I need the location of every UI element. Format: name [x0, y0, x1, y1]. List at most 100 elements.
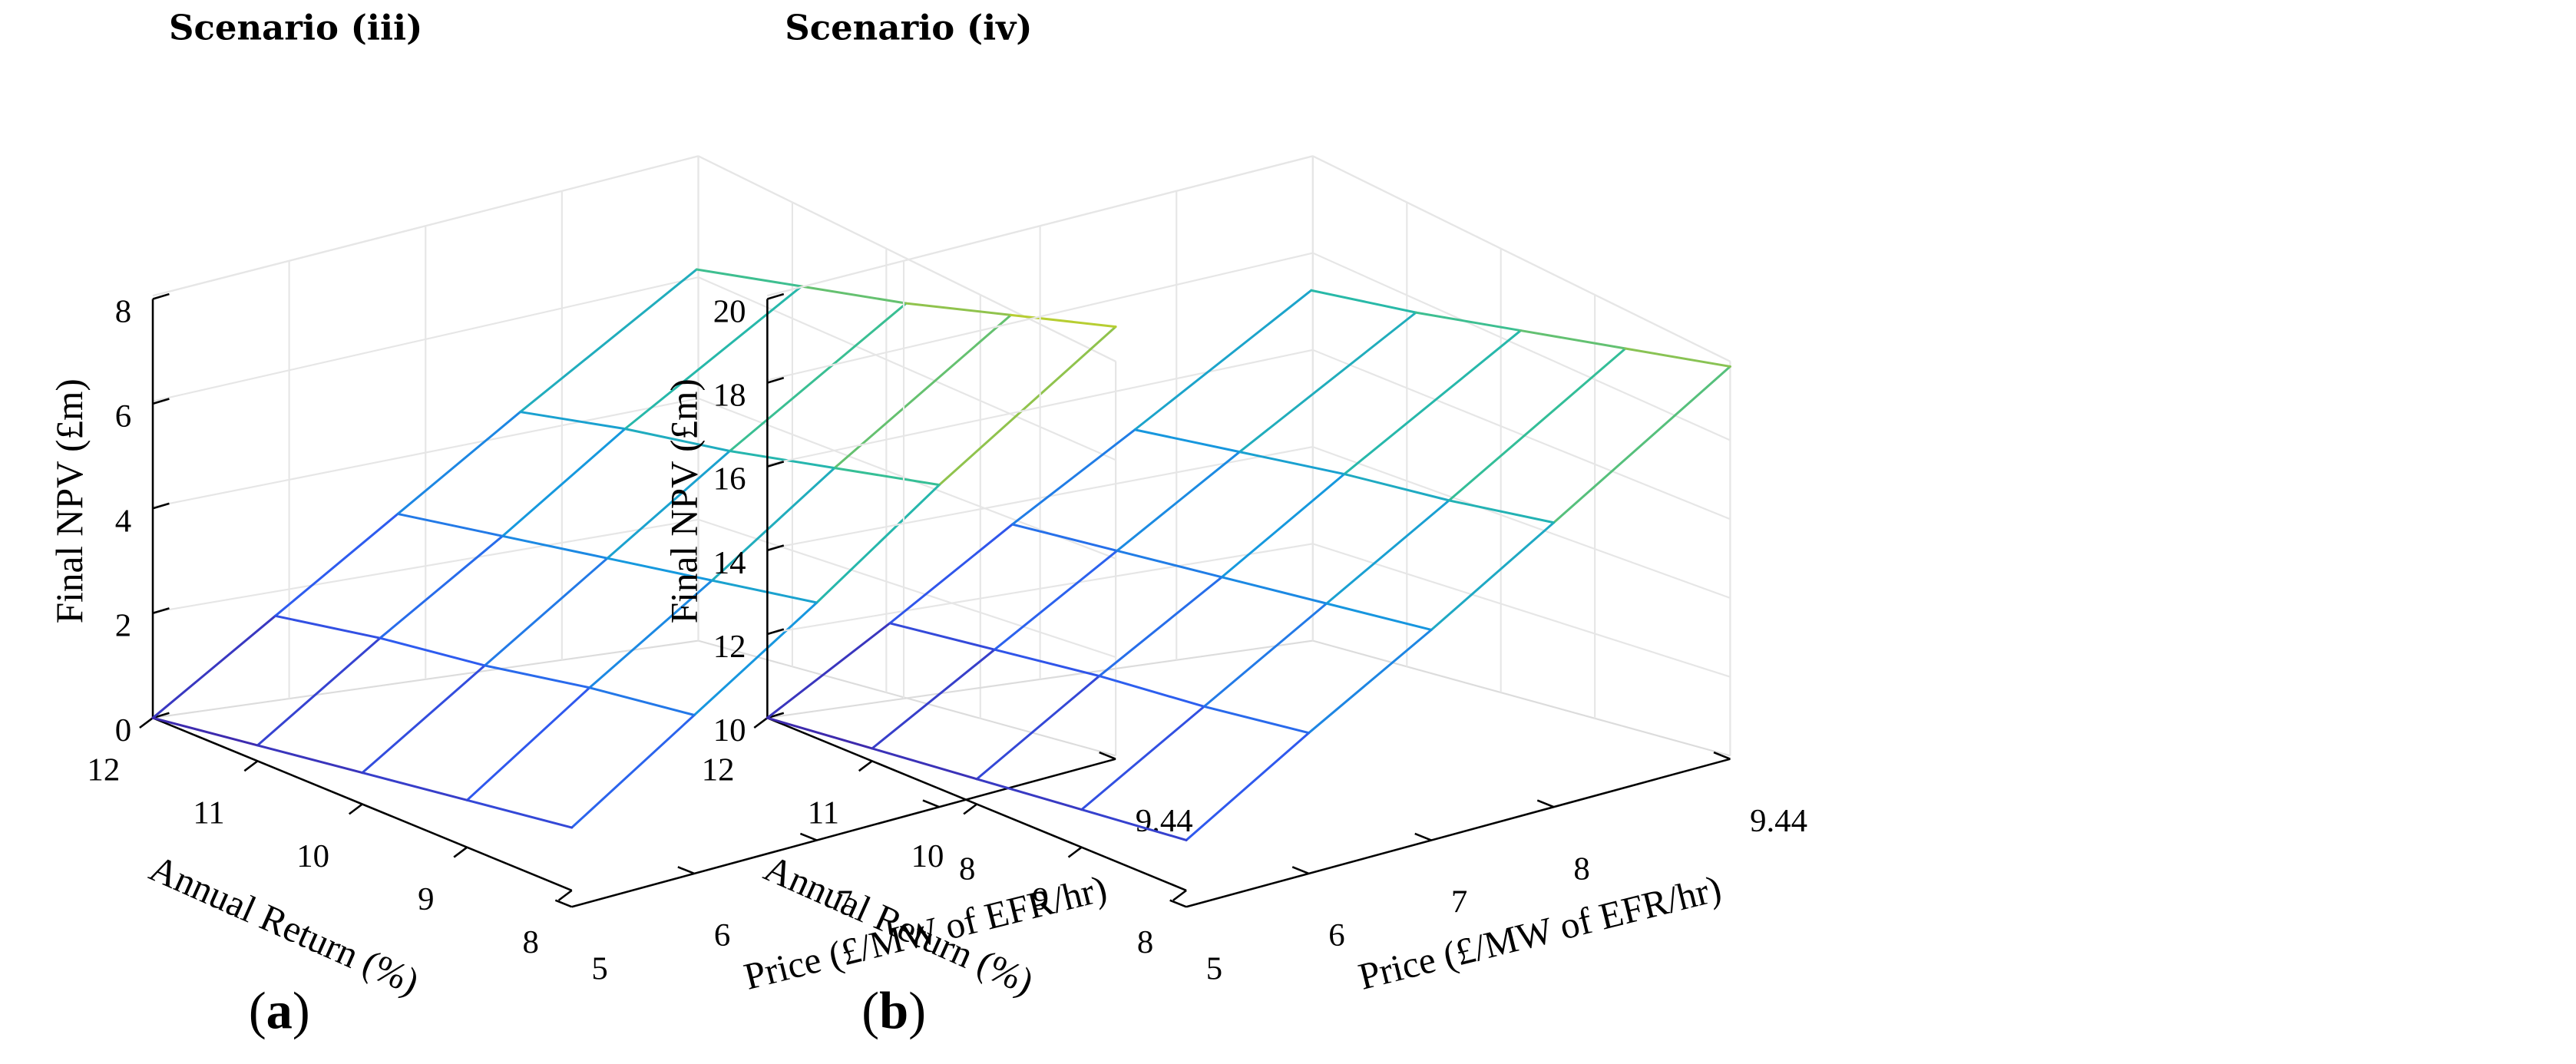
x-tick-mark — [1291, 866, 1310, 875]
y-tick-mark — [557, 889, 573, 901]
mesh-segment — [1238, 451, 1346, 476]
mesh-segment — [1343, 473, 1450, 502]
mesh-segment — [871, 747, 978, 781]
y-tick-mark — [858, 760, 873, 772]
y-tick-label: 12 — [702, 752, 735, 788]
mesh-segment — [151, 614, 277, 719]
mesh-segment — [888, 622, 996, 651]
mesh-segment — [1098, 675, 1205, 708]
box-edge — [1312, 639, 1731, 757]
mesh-segment — [993, 549, 1119, 651]
mesh-segment — [1202, 705, 1311, 735]
y-tick-label: 9 — [1032, 881, 1048, 917]
x-tick-label: 5 — [1206, 950, 1222, 986]
mesh-segment — [570, 714, 696, 829]
mesh-segment — [1220, 576, 1328, 605]
mesh-segment — [396, 512, 504, 537]
chart-title: Scenario (iii) — [169, 7, 422, 48]
mesh-segment — [695, 268, 803, 288]
mesh-segment — [710, 579, 818, 604]
mesh-segment — [800, 285, 908, 305]
z-tick-mark — [152, 607, 170, 614]
gridline-z — [1312, 349, 1731, 520]
z-tick-label: 2 — [115, 608, 131, 644]
mesh-segment — [1308, 628, 1433, 735]
x-tick-label: 6 — [1328, 917, 1344, 953]
mesh-segment — [274, 614, 382, 639]
mesh-segment — [833, 467, 941, 487]
surface-mesh — [151, 268, 1117, 829]
z-tick-label: 12 — [713, 629, 746, 665]
z-tick-mark — [767, 544, 785, 552]
mesh-segment — [815, 484, 941, 604]
mesh-segment — [501, 428, 627, 537]
mesh-segment — [1220, 473, 1346, 579]
mesh-segment — [1080, 705, 1205, 811]
y-tick-label: 10 — [296, 838, 329, 874]
surface-mesh — [766, 289, 1731, 841]
mesh-segment — [1116, 549, 1223, 579]
mesh-segment — [465, 798, 574, 829]
chart-title: Scenario (iv) — [785, 7, 1032, 48]
mesh-segment — [1447, 499, 1556, 524]
gridline-z — [698, 276, 1116, 461]
mesh-segment — [1343, 329, 1523, 476]
z-tick-mark — [152, 292, 170, 300]
mesh-segment — [465, 686, 591, 801]
mesh-segment — [1185, 732, 1311, 841]
mesh-segment — [1414, 311, 1523, 332]
gridline-z — [698, 155, 1116, 362]
x-tick-mark — [677, 866, 695, 875]
x-tick-mark — [1536, 799, 1555, 808]
z-tick-mark — [767, 376, 785, 384]
x-tick-label: 5 — [591, 950, 607, 986]
z-axis-label: Final NPV (£m) — [48, 378, 91, 623]
x-axis — [571, 758, 1116, 908]
y-tick-mark — [753, 717, 769, 729]
mesh-segment — [1010, 313, 1117, 329]
mesh-segment — [361, 772, 468, 801]
y-axis-label: Annual Return (%) — [144, 847, 425, 1003]
z-tick-mark — [767, 292, 785, 300]
mesh-segment — [396, 411, 522, 515]
gridline-z — [1312, 155, 1731, 362]
y-tick-label: 11 — [193, 795, 224, 831]
mesh-segment — [623, 285, 803, 431]
z-axis-label: Final NPV (£m) — [663, 378, 705, 623]
z-tick-label: 6 — [115, 398, 131, 435]
y-tick-mark — [453, 846, 468, 858]
y-tick-mark — [1067, 846, 1083, 858]
mesh-segment — [483, 557, 609, 667]
mesh-segment — [975, 778, 1083, 811]
x-tick-mark — [1414, 832, 1432, 841]
mesh-segment — [606, 450, 731, 560]
z-tick-mark — [152, 502, 170, 510]
mesh-segment — [379, 534, 504, 639]
y-tick-label: 12 — [87, 752, 120, 788]
z-tick-label: 20 — [713, 293, 746, 329]
mesh-segment — [1080, 808, 1188, 841]
axes: 10 12 14 16 18 20 8 9 10 11 12 5 6 7 8 9.44 — [702, 292, 1807, 986]
mesh-segment — [151, 716, 259, 747]
mesh-segment — [833, 313, 1013, 470]
mesh-segment — [1133, 289, 1313, 431]
axes-box — [767, 155, 1731, 757]
mesh-segment — [766, 622, 891, 719]
y-tick-mark — [243, 760, 259, 772]
x-tick-label: 8 — [959, 851, 975, 887]
mesh-segment — [871, 648, 996, 750]
z-tick-mark — [767, 628, 785, 636]
mesh-segment — [766, 716, 874, 750]
mesh-segment — [1325, 499, 1450, 605]
x-tick-mark — [554, 899, 573, 908]
y-tick-mark — [1172, 889, 1187, 901]
x-tick-mark — [1099, 751, 1116, 760]
mesh-segment — [379, 636, 486, 667]
x-tick-label: 7 — [1451, 884, 1467, 920]
z-tick-label: 0 — [115, 712, 131, 748]
x-tick-label: 6 — [714, 917, 730, 953]
mesh-segment — [256, 744, 364, 775]
y-tick-mark — [348, 803, 363, 815]
